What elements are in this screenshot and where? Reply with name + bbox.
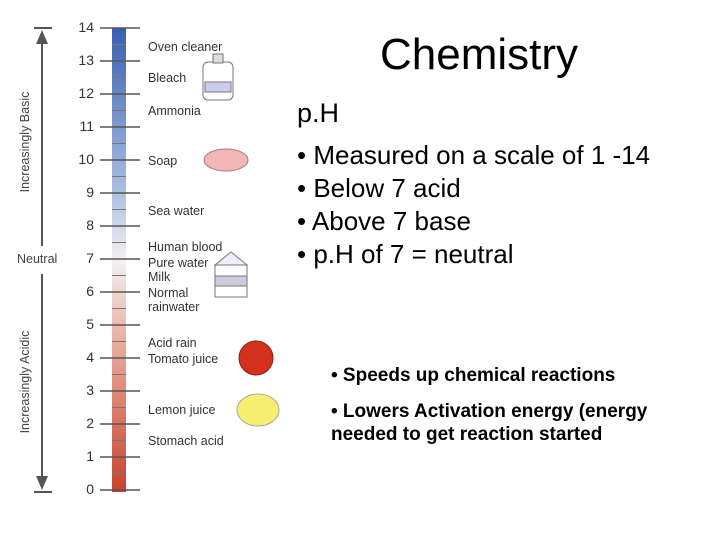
scale-number: 3: [86, 382, 94, 398]
substance: Bleach: [148, 71, 187, 85]
substance: Soap: [148, 154, 178, 168]
bullet: • Above 7 base: [297, 206, 471, 236]
bleach-icon: [202, 53, 234, 101]
substance: Sea water: [148, 204, 205, 218]
scale-number: 14: [78, 19, 94, 35]
scale-number: 0: [86, 481, 94, 497]
bullet-list: • Measured on a scale of 1 -14 • Below 7 …: [297, 139, 692, 271]
lemon-icon: [236, 393, 280, 427]
soap-icon: [203, 148, 249, 172]
ph-scale: [34, 27, 280, 493]
neutral-label: Neutral: [17, 252, 58, 266]
scale-number: 10: [78, 151, 94, 167]
heading: p.H: [297, 98, 340, 128]
substance: Milk: [148, 270, 171, 284]
scale-number: 5: [86, 316, 94, 332]
scale-number: 9: [86, 184, 94, 200]
bullet: • Below 7 acid: [297, 173, 461, 203]
substance: Tomato juice: [148, 352, 219, 366]
substance: Stomach acid: [148, 434, 224, 448]
scale-number: 4: [86, 349, 94, 365]
substance: Human blood: [148, 240, 223, 254]
scale-number: 13: [78, 52, 94, 68]
scale-number: 6: [86, 283, 94, 299]
sub-bullet-list: • Speeds up chemical reactions • Lowers A…: [331, 364, 696, 459]
basic-label: Increasingly Basic: [18, 91, 32, 193]
scale-number: 2: [86, 415, 94, 431]
substance: Acid rain: [148, 336, 197, 350]
arrow-head: [36, 476, 48, 490]
scale-number: 12: [78, 85, 94, 101]
scale-number: 7: [86, 250, 94, 266]
scale-number: 1: [86, 448, 94, 464]
scale-number: 11: [79, 118, 94, 134]
substance: Oven cleaner: [148, 40, 223, 54]
sub-bullet: • Speeds up chemical reactions: [331, 365, 616, 386]
color-bar: [112, 28, 126, 492]
acidic-label: Increasingly Acidic: [18, 330, 32, 434]
bullet: • Measured on a scale of 1 -14: [297, 140, 651, 170]
sub-bullet: • Lowers Activation energy (energy neede…: [331, 401, 648, 445]
ticks: [100, 27, 140, 491]
substance: Pure water: [148, 256, 209, 270]
bullet: • p.H of 7 = neutral: [297, 239, 514, 269]
tomato-icon: [238, 340, 274, 376]
substance: Lemon juice: [148, 403, 216, 417]
substance: Ammonia: [148, 104, 201, 118]
substance: Normal rainwater: [148, 286, 200, 314]
milk-icon: [213, 251, 249, 298]
arrow-head: [36, 30, 48, 44]
scale-number: 8: [86, 217, 94, 233]
title: Chemistry: [380, 30, 579, 79]
